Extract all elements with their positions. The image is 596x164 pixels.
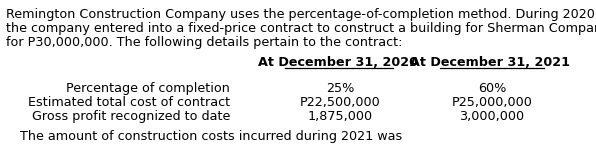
Text: 25%: 25% <box>326 82 354 95</box>
Text: Gross profit recognized to date: Gross profit recognized to date <box>32 110 230 123</box>
Text: the company entered into a fixed-price contract to construct a building for Sher: the company entered into a fixed-price c… <box>6 22 596 35</box>
Text: 60%: 60% <box>478 82 506 95</box>
Text: for P30,000,000. The following details pertain to the contract:: for P30,000,000. The following details p… <box>6 36 402 49</box>
Text: 1,875,000: 1,875,000 <box>308 110 372 123</box>
Text: At December 31, 2021: At December 31, 2021 <box>410 56 570 69</box>
Text: 3,000,000: 3,000,000 <box>460 110 524 123</box>
Text: Percentage of completion: Percentage of completion <box>66 82 230 95</box>
Text: Estimated total cost of contract: Estimated total cost of contract <box>28 96 230 109</box>
Text: At December 31, 2020: At December 31, 2020 <box>258 56 418 69</box>
Text: The amount of construction costs incurred during 2021 was: The amount of construction costs incurre… <box>20 130 402 143</box>
Text: P22,500,000: P22,500,000 <box>300 96 380 109</box>
Text: Remington Construction Company uses the percentage-of-completion method. During : Remington Construction Company uses the … <box>6 8 596 21</box>
Text: P25,000,000: P25,000,000 <box>452 96 532 109</box>
